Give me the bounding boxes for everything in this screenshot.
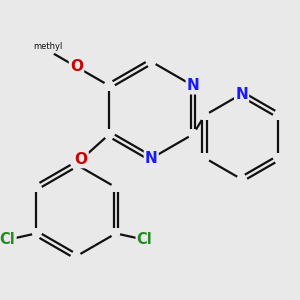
Text: Cl: Cl bbox=[0, 232, 16, 247]
Text: Cl: Cl bbox=[137, 232, 152, 247]
Text: O: O bbox=[75, 152, 88, 167]
Text: O: O bbox=[70, 59, 83, 74]
Text: N: N bbox=[187, 78, 200, 93]
Text: N: N bbox=[235, 86, 248, 101]
Text: N: N bbox=[145, 151, 158, 166]
Text: methyl: methyl bbox=[33, 42, 63, 51]
